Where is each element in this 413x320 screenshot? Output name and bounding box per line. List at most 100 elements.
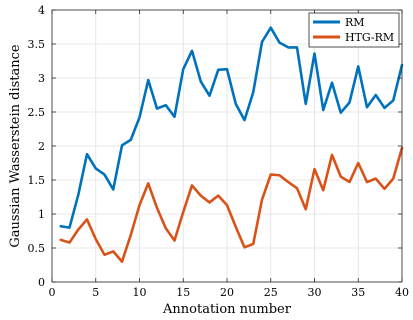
data-point	[340, 112, 342, 114]
data-point	[130, 139, 132, 141]
data-point	[366, 181, 368, 183]
x-tick-label: 0	[49, 286, 56, 299]
data-point	[121, 144, 123, 146]
x-tick-label: 5	[92, 286, 99, 299]
series-lines	[59, 26, 404, 263]
data-point	[322, 189, 324, 191]
legend-label-htg-rm: HTG-RM	[345, 31, 394, 44]
data-point	[226, 204, 228, 206]
data-point	[77, 194, 79, 196]
y-tick-label: 4	[38, 4, 45, 17]
data-point	[86, 153, 88, 155]
x-tick-label: 20	[220, 286, 234, 299]
data-point	[182, 211, 184, 213]
data-point	[278, 174, 281, 176]
data-point	[375, 178, 377, 180]
data-point	[261, 199, 263, 201]
data-point	[287, 46, 289, 49]
series-line-1	[59, 146, 404, 263]
data-point	[252, 243, 254, 245]
data-point	[243, 246, 246, 248]
data-point	[103, 173, 106, 176]
data-point	[95, 238, 97, 240]
data-point	[68, 241, 71, 244]
data-point	[296, 46, 298, 49]
y-tick-label: 1.5	[28, 174, 46, 187]
data-point	[235, 226, 237, 228]
data-point	[226, 68, 228, 70]
data-point	[60, 239, 62, 241]
data-point	[348, 181, 351, 183]
x-tick-label: 30	[308, 286, 322, 299]
data-point	[121, 261, 123, 263]
data-point	[68, 227, 71, 229]
data-point	[208, 95, 211, 97]
data-point	[392, 178, 394, 180]
axis-ticks: 0 5 10 15 20 25 30 35 40 0 0.5 1 1.5 2 2.5 3 3.5 4	[28, 4, 410, 299]
data-point	[138, 204, 141, 206]
data-point	[147, 79, 149, 81]
data-point	[305, 208, 307, 210]
data-point	[95, 167, 97, 170]
x-axis-title: Annotation number	[162, 302, 292, 317]
data-point	[366, 106, 368, 108]
y-axis-title: Gaussian Wasserstein distance	[8, 44, 23, 248]
data-point	[287, 181, 289, 183]
data-point	[103, 254, 106, 256]
data-point	[313, 52, 316, 55]
data-point	[217, 69, 219, 71]
data-point	[60, 225, 62, 227]
y-tick-label: 3	[38, 72, 45, 85]
data-point	[156, 108, 158, 110]
data-point	[165, 104, 167, 106]
series-line-0	[59, 26, 404, 229]
data-point	[357, 162, 359, 164]
data-point	[208, 201, 211, 204]
legend: RM HTG-RM	[308, 12, 400, 48]
data-point	[331, 82, 333, 84]
legend-box	[308, 12, 400, 48]
data-point	[138, 116, 141, 119]
data-point	[77, 229, 79, 231]
data-point	[375, 94, 377, 96]
x-tick-label: 25	[264, 286, 278, 299]
data-point	[130, 234, 132, 236]
x-tick-label: 15	[176, 286, 190, 299]
data-point	[173, 239, 176, 242]
data-point	[340, 176, 342, 178]
data-point	[200, 80, 202, 82]
data-point	[261, 41, 263, 43]
y-tick-label: 2.5	[28, 106, 46, 119]
legend-label-rm: RM	[345, 16, 365, 29]
x-tick-label: 10	[133, 286, 147, 299]
data-point	[86, 218, 88, 221]
data-point	[313, 168, 316, 170]
x-tick-label: 35	[351, 286, 365, 299]
data-point	[156, 207, 158, 209]
data-point	[392, 99, 394, 102]
data-point	[165, 227, 167, 229]
data-point	[112, 250, 114, 252]
x-tick-label: 40	[395, 286, 409, 299]
data-point	[182, 68, 184, 70]
data-point	[270, 27, 272, 29]
data-point	[270, 173, 272, 176]
data-point	[235, 103, 237, 105]
data-point	[383, 107, 386, 109]
data-point	[147, 182, 149, 184]
data-point	[217, 195, 219, 197]
data-point	[348, 101, 351, 104]
data-point	[243, 119, 246, 121]
data-point	[191, 50, 193, 52]
data-point	[296, 187, 298, 189]
y-tick-label: 2	[38, 140, 45, 153]
y-tick-label: 3.5	[28, 38, 46, 51]
data-point	[252, 91, 254, 93]
y-tick-label: 1	[38, 208, 45, 221]
data-point	[200, 195, 202, 197]
data-point	[383, 188, 386, 190]
data-point	[331, 154, 333, 156]
data-point	[278, 42, 281, 44]
